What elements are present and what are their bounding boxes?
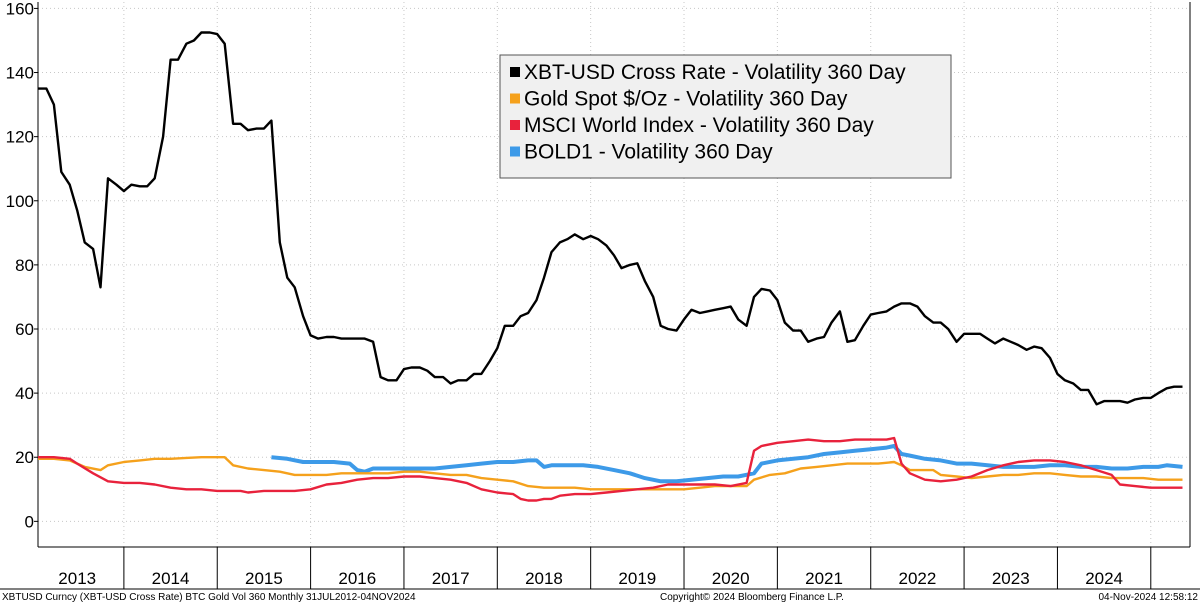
y-tick-label: 20 bbox=[15, 448, 34, 467]
y-tick-label: 120 bbox=[6, 128, 34, 147]
x-tick-label: 2022 bbox=[898, 569, 936, 588]
grid bbox=[38, 2, 1190, 547]
series-line bbox=[38, 456, 1183, 491]
footer-left: XBTUSD Curncy (XBT-USD Cross Rate) BTC G… bbox=[2, 592, 416, 603]
series-line bbox=[271, 444, 1183, 484]
x-tick-label: 2013 bbox=[58, 569, 96, 588]
legend-label: MSCI World Index - Volatility 360 Day bbox=[524, 114, 874, 137]
x-tick-label: 2024 bbox=[1085, 569, 1123, 588]
y-tick-label: 80 bbox=[15, 256, 34, 275]
x-tick-label: 2018 bbox=[525, 569, 563, 588]
legend-box bbox=[499, 54, 952, 179]
x-axis: 2013 2014 2015 2016 2017 2018 2019 2020 2021 2022… bbox=[38, 546, 1190, 589]
y-tick-label: 60 bbox=[15, 320, 34, 339]
footer-center: Copyright© 2024 Bloomberg Finance L.P. bbox=[660, 592, 844, 603]
y-tick-label: 160 bbox=[6, 0, 34, 18]
legend-swatch bbox=[510, 93, 520, 104]
legend-label: XBT-USD Cross Rate - Volatility 360 Day bbox=[524, 61, 906, 84]
legend-label: BOLD1 - Volatility 360 Day bbox=[524, 141, 773, 164]
y-axis: 0 20 40 60 80 100 120 140 160 bbox=[6, 0, 1191, 547]
x-tick-label: 2015 bbox=[245, 569, 283, 588]
legend-swatch bbox=[510, 67, 520, 77]
y-tick-label: 0 bbox=[25, 512, 34, 531]
x-tick-label: 2016 bbox=[338, 569, 376, 588]
x-tick-label: 2023 bbox=[992, 569, 1030, 588]
legend-label: Gold Spot $/Oz - Volatility 360 Day bbox=[524, 88, 848, 111]
x-tick-label: 2017 bbox=[432, 569, 470, 588]
legend: XBT-USD Cross Rate - Volatility 360 Day G… bbox=[499, 54, 952, 179]
legend-swatch bbox=[510, 120, 520, 130]
x-tick-label: 2020 bbox=[712, 569, 750, 588]
x-tick-label: 2021 bbox=[805, 569, 843, 588]
y-tick-label: 100 bbox=[6, 192, 34, 211]
legend-swatch bbox=[510, 146, 520, 157]
series-line bbox=[38, 436, 1183, 502]
series-line bbox=[38, 31, 1183, 406]
y-tick-label: 40 bbox=[15, 384, 34, 403]
x-tick-label: 2014 bbox=[152, 569, 190, 588]
footer-right: 04-Nov-2024 12:58:12 bbox=[1098, 592, 1198, 603]
x-tick-label: 2019 bbox=[618, 569, 656, 588]
y-tick-label: 140 bbox=[6, 64, 34, 83]
series-layer bbox=[38, 31, 1183, 502]
